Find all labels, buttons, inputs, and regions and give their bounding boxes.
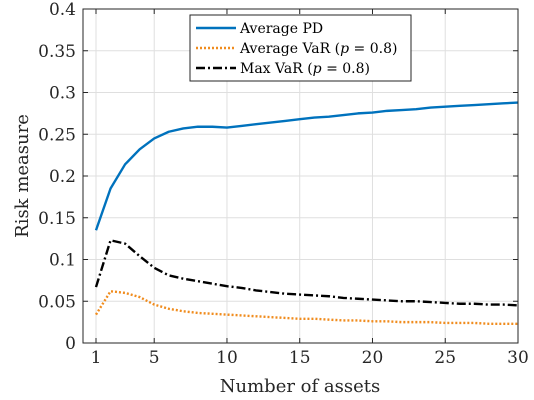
series-line-3 — [94, 239, 519, 307]
x-tick-label: 25 — [434, 348, 456, 368]
grid — [83, 8, 519, 344]
legend-label-3: Max VaR (p = 0.8) — [240, 61, 370, 77]
series-line-2 — [94, 290, 518, 325]
y-tick-label: 0.1 — [49, 251, 76, 271]
x-tick-label: 15 — [289, 348, 311, 368]
y-tick-label: 0 — [65, 334, 76, 354]
series-lines — [94, 101, 519, 325]
x-axis-label: Number of assets — [220, 376, 380, 397]
x-tick-label: 30 — [507, 348, 529, 368]
x-tick-label: 1 — [91, 348, 102, 368]
legend-label-2: Average VaR (p = 0.8) — [239, 41, 397, 57]
y-tick-label: 0.15 — [38, 209, 76, 229]
y-tick-label: 0.25 — [38, 125, 76, 145]
legend: Average PD Average VaR (p = 0.8) Max VaR (… — [189, 14, 412, 82]
y-axis-label: Risk measure — [12, 114, 33, 238]
y-tick-label: 0.05 — [38, 292, 76, 312]
x-tick-label: 10 — [216, 348, 238, 368]
x-tick-labels: 1 5 10 15 20 25 30 — [91, 348, 529, 368]
legend-label-1: Average PD — [239, 21, 323, 37]
y-tick-labels: 0 0.05 0.1 0.15 0.2 0.25 0.3 0.35 0.4 — [38, 0, 76, 354]
y-tick-label: 0.2 — [49, 167, 76, 187]
legend-box — [189, 14, 412, 82]
y-tick-label: 0.4 — [49, 0, 76, 20]
series-line-1 — [94, 101, 519, 231]
axis-ticks — [83, 8, 519, 344]
x-tick-label: 20 — [362, 348, 384, 368]
y-tick-label: 0.3 — [49, 84, 76, 104]
y-tick-label: 0.35 — [38, 42, 76, 62]
x-tick-label: 5 — [149, 348, 160, 368]
